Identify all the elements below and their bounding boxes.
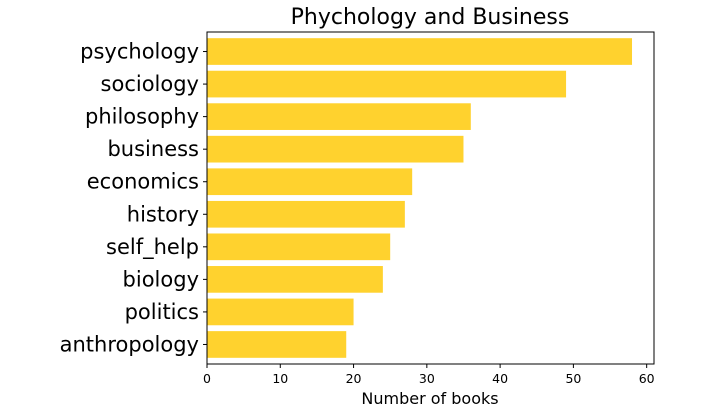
chart-title: Phychology and Business: [291, 5, 570, 30]
plot-frame: [206, 31, 655, 365]
x-tick-label-60: 60: [639, 371, 655, 386]
category-label-philosophy: philosophy: [85, 105, 199, 129]
category-label-anthropology: anthropology: [60, 332, 199, 356]
x-tick-label-30: 30: [419, 371, 435, 386]
category-label-psychology: psychology: [80, 40, 199, 64]
category-label-biology: biology: [123, 267, 199, 291]
bar-business: [207, 135, 464, 163]
category-label-sociology: sociology: [101, 72, 199, 96]
bar-history: [207, 200, 405, 228]
bar-anthropology: [207, 331, 347, 358]
bar-politics: [207, 298, 354, 326]
category-label-politics: politics: [125, 300, 199, 324]
x-tick-label-0: 0: [203, 371, 211, 386]
x-tick-label-20: 20: [346, 371, 362, 386]
category-labels: psychology sociology philosophy business eco…: [60, 40, 207, 356]
category-label-history: history: [127, 202, 199, 226]
x-tick-label-10: 10: [272, 371, 288, 386]
bar-self-help: [207, 233, 391, 261]
bar-philosophy: [207, 103, 471, 130]
bar-psychology: [207, 38, 633, 65]
x-tick-label-50: 50: [565, 371, 581, 386]
x-axis-ticks: 0 10 20 30 40 50 60: [203, 364, 655, 386]
bar-biology: [207, 266, 383, 293]
x-axis-label: Number of books: [361, 389, 498, 408]
category-label-self-help: self_help: [106, 235, 199, 260]
bars-group: [207, 38, 633, 358]
x-tick-label-40: 40: [492, 371, 508, 386]
bar-sociology: [207, 70, 567, 98]
category-label-business: business: [107, 137, 199, 161]
bar-economics: [207, 168, 413, 196]
category-label-economics: economics: [87, 170, 199, 194]
